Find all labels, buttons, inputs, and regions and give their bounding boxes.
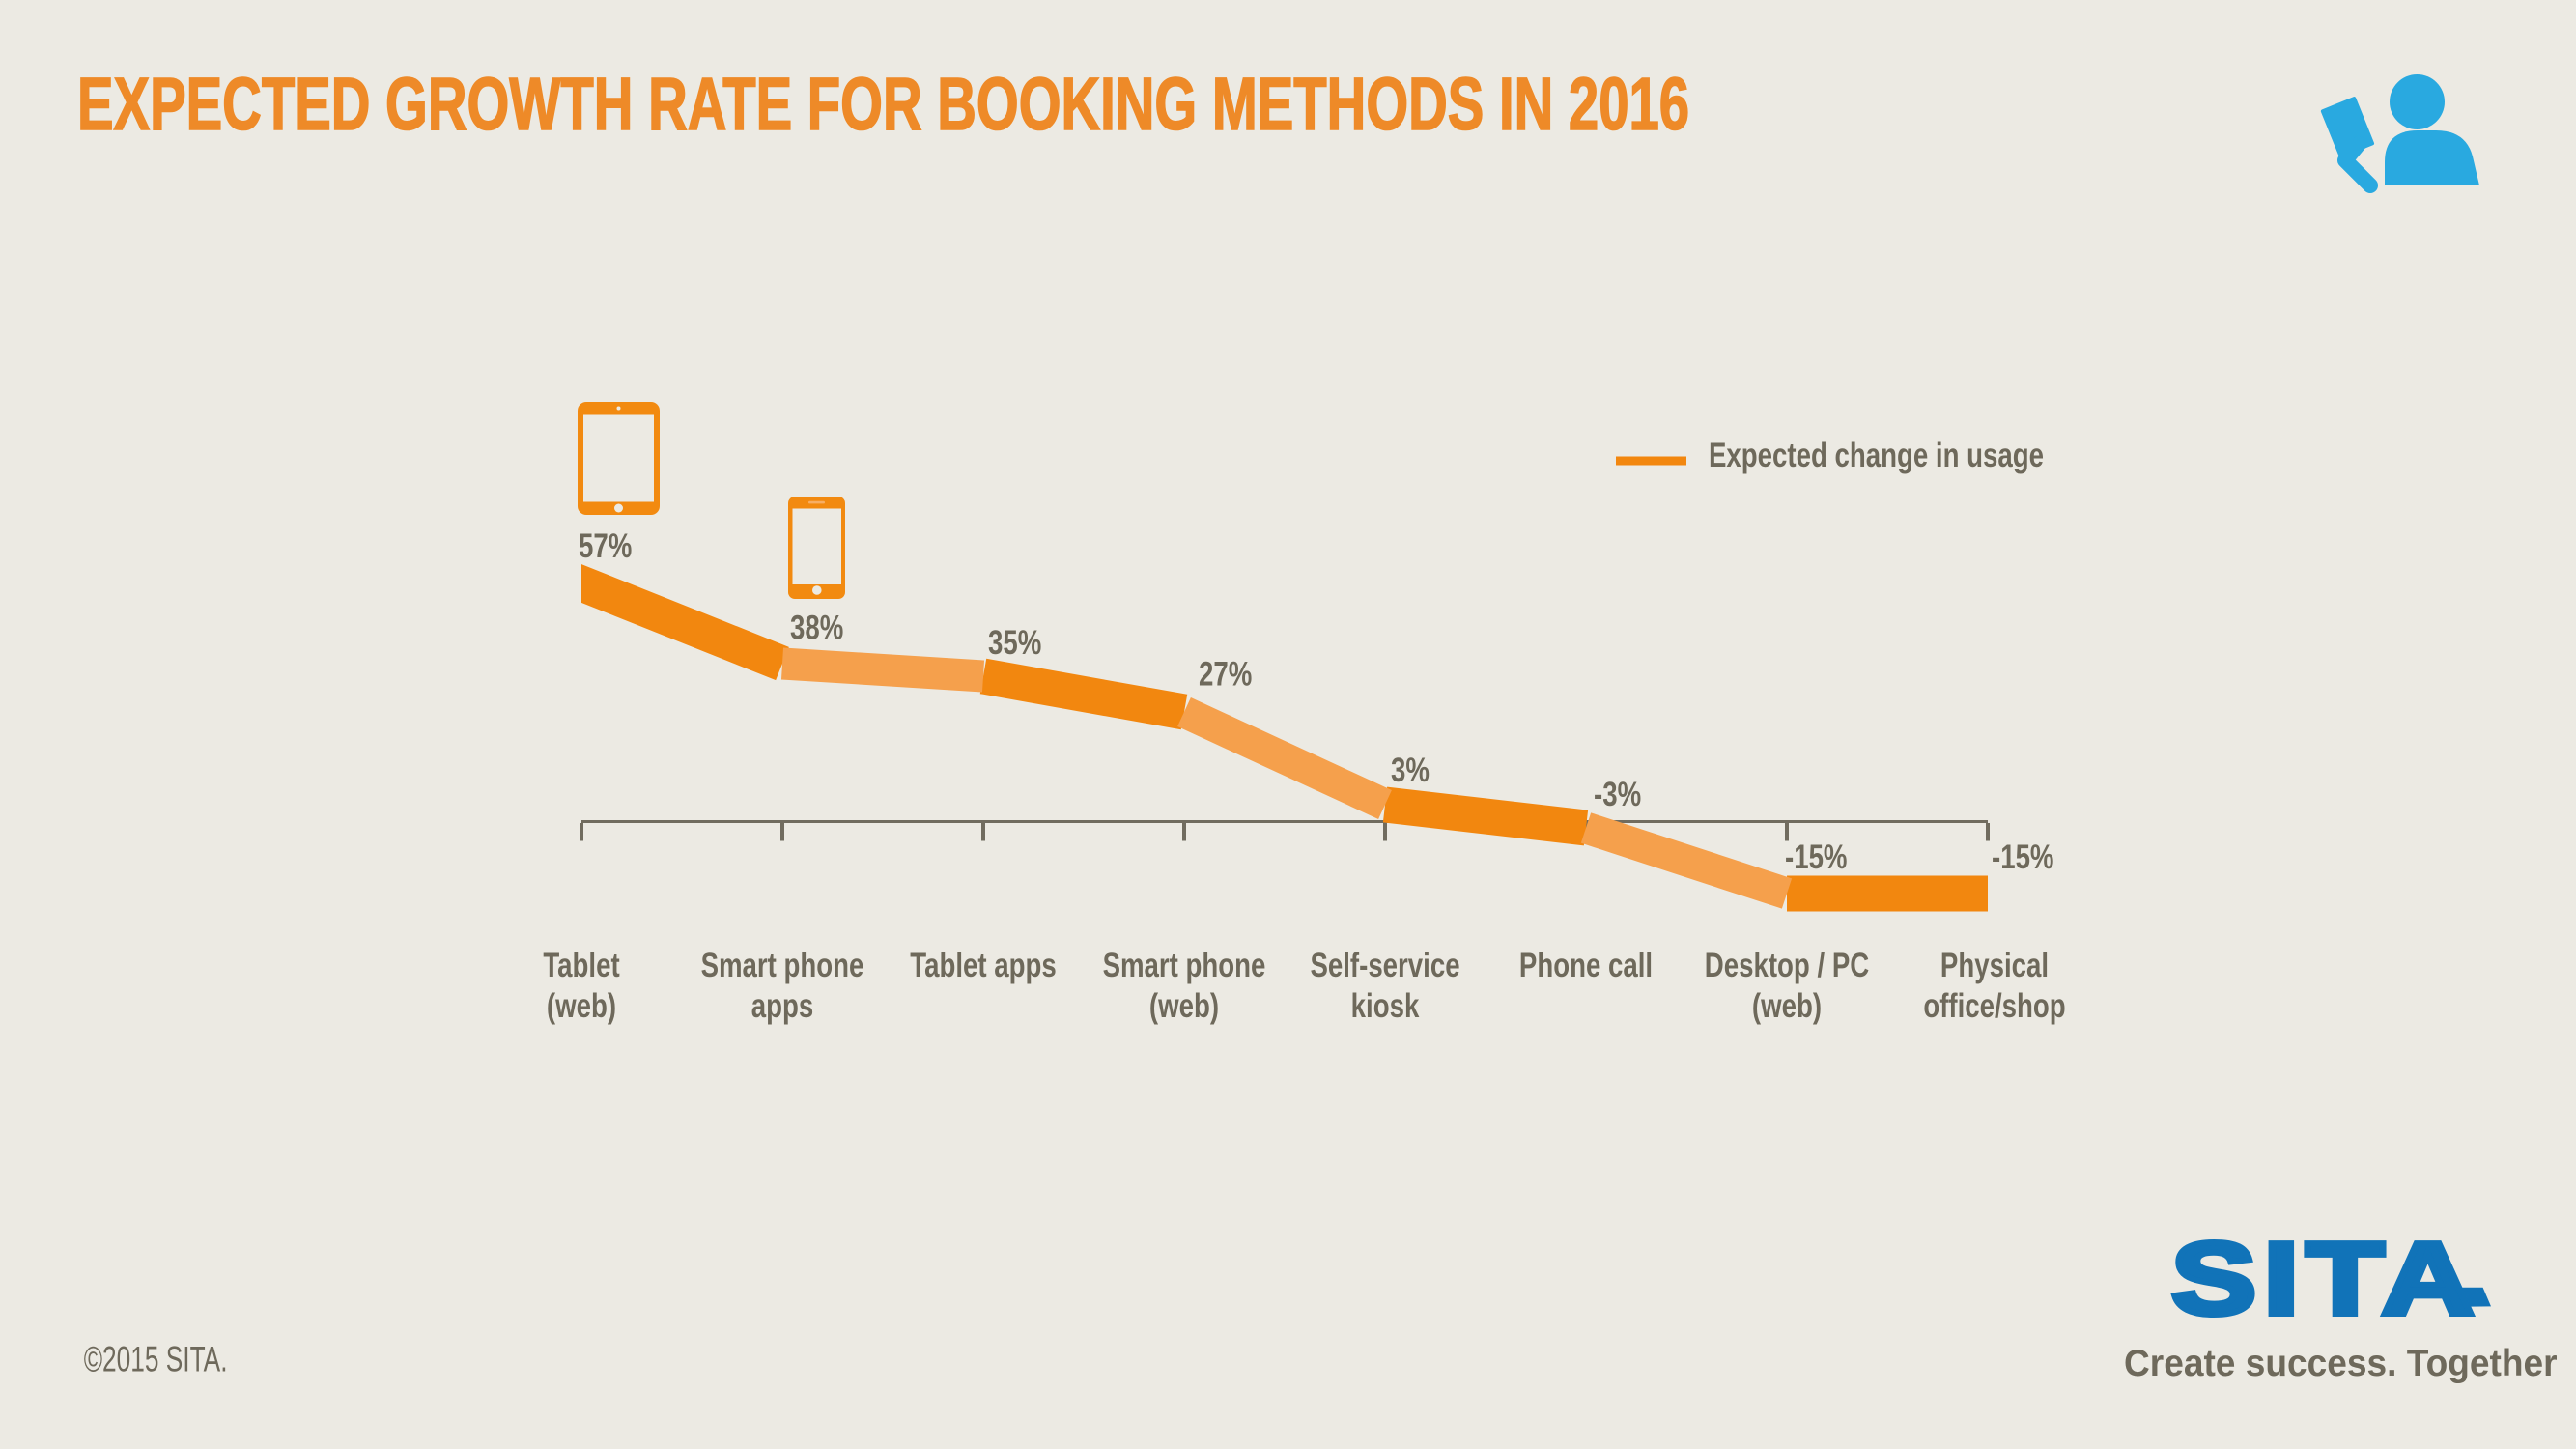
svg-text:-15%: -15% [1992, 838, 2054, 876]
svg-text:35%: 35% [988, 623, 1041, 662]
svg-text:Tablet: Tablet [543, 946, 620, 984]
svg-text:Desktop / PC: Desktop / PC [1705, 946, 1869, 984]
svg-text:-15%: -15% [1785, 838, 1848, 876]
svg-text:(web): (web) [1149, 986, 1219, 1025]
svg-text:Phone call: Phone call [1519, 946, 1653, 984]
svg-text:(web): (web) [547, 986, 616, 1025]
svg-text:(web): (web) [1752, 986, 1822, 1025]
svg-text:Physical: Physical [1940, 946, 2049, 984]
svg-text:Smart phone: Smart phone [701, 946, 864, 984]
svg-text:Expected change in usage: Expected change in usage [1709, 436, 2044, 474]
svg-text:57%: 57% [579, 526, 632, 565]
svg-text:Smart phone: Smart phone [1103, 946, 1266, 984]
svg-text:Tablet apps: Tablet apps [910, 946, 1056, 984]
svg-text:SITA: SITA [2171, 1222, 2481, 1336]
svg-text:office/shop: office/shop [1923, 986, 2065, 1025]
svg-text:-3%: -3% [1594, 775, 1641, 813]
svg-text:27%: 27% [1199, 654, 1252, 693]
svg-text:apps: apps [751, 986, 813, 1025]
svg-text:3%: 3% [1391, 751, 1430, 789]
svg-text:Self-service: Self-service [1310, 946, 1459, 984]
svg-text:©2015 SITA.: ©2015 SITA. [84, 1339, 228, 1379]
svg-text:kiosk: kiosk [1351, 986, 1420, 1025]
svg-text:Create success. Together: Create success. Together [2124, 1343, 2558, 1384]
svg-text:EXPECTED GROWTH RATE FOR BOOKI: EXPECTED GROWTH RATE FOR BOOKING METHODS… [77, 64, 1689, 147]
svg-text:38%: 38% [790, 608, 843, 646]
